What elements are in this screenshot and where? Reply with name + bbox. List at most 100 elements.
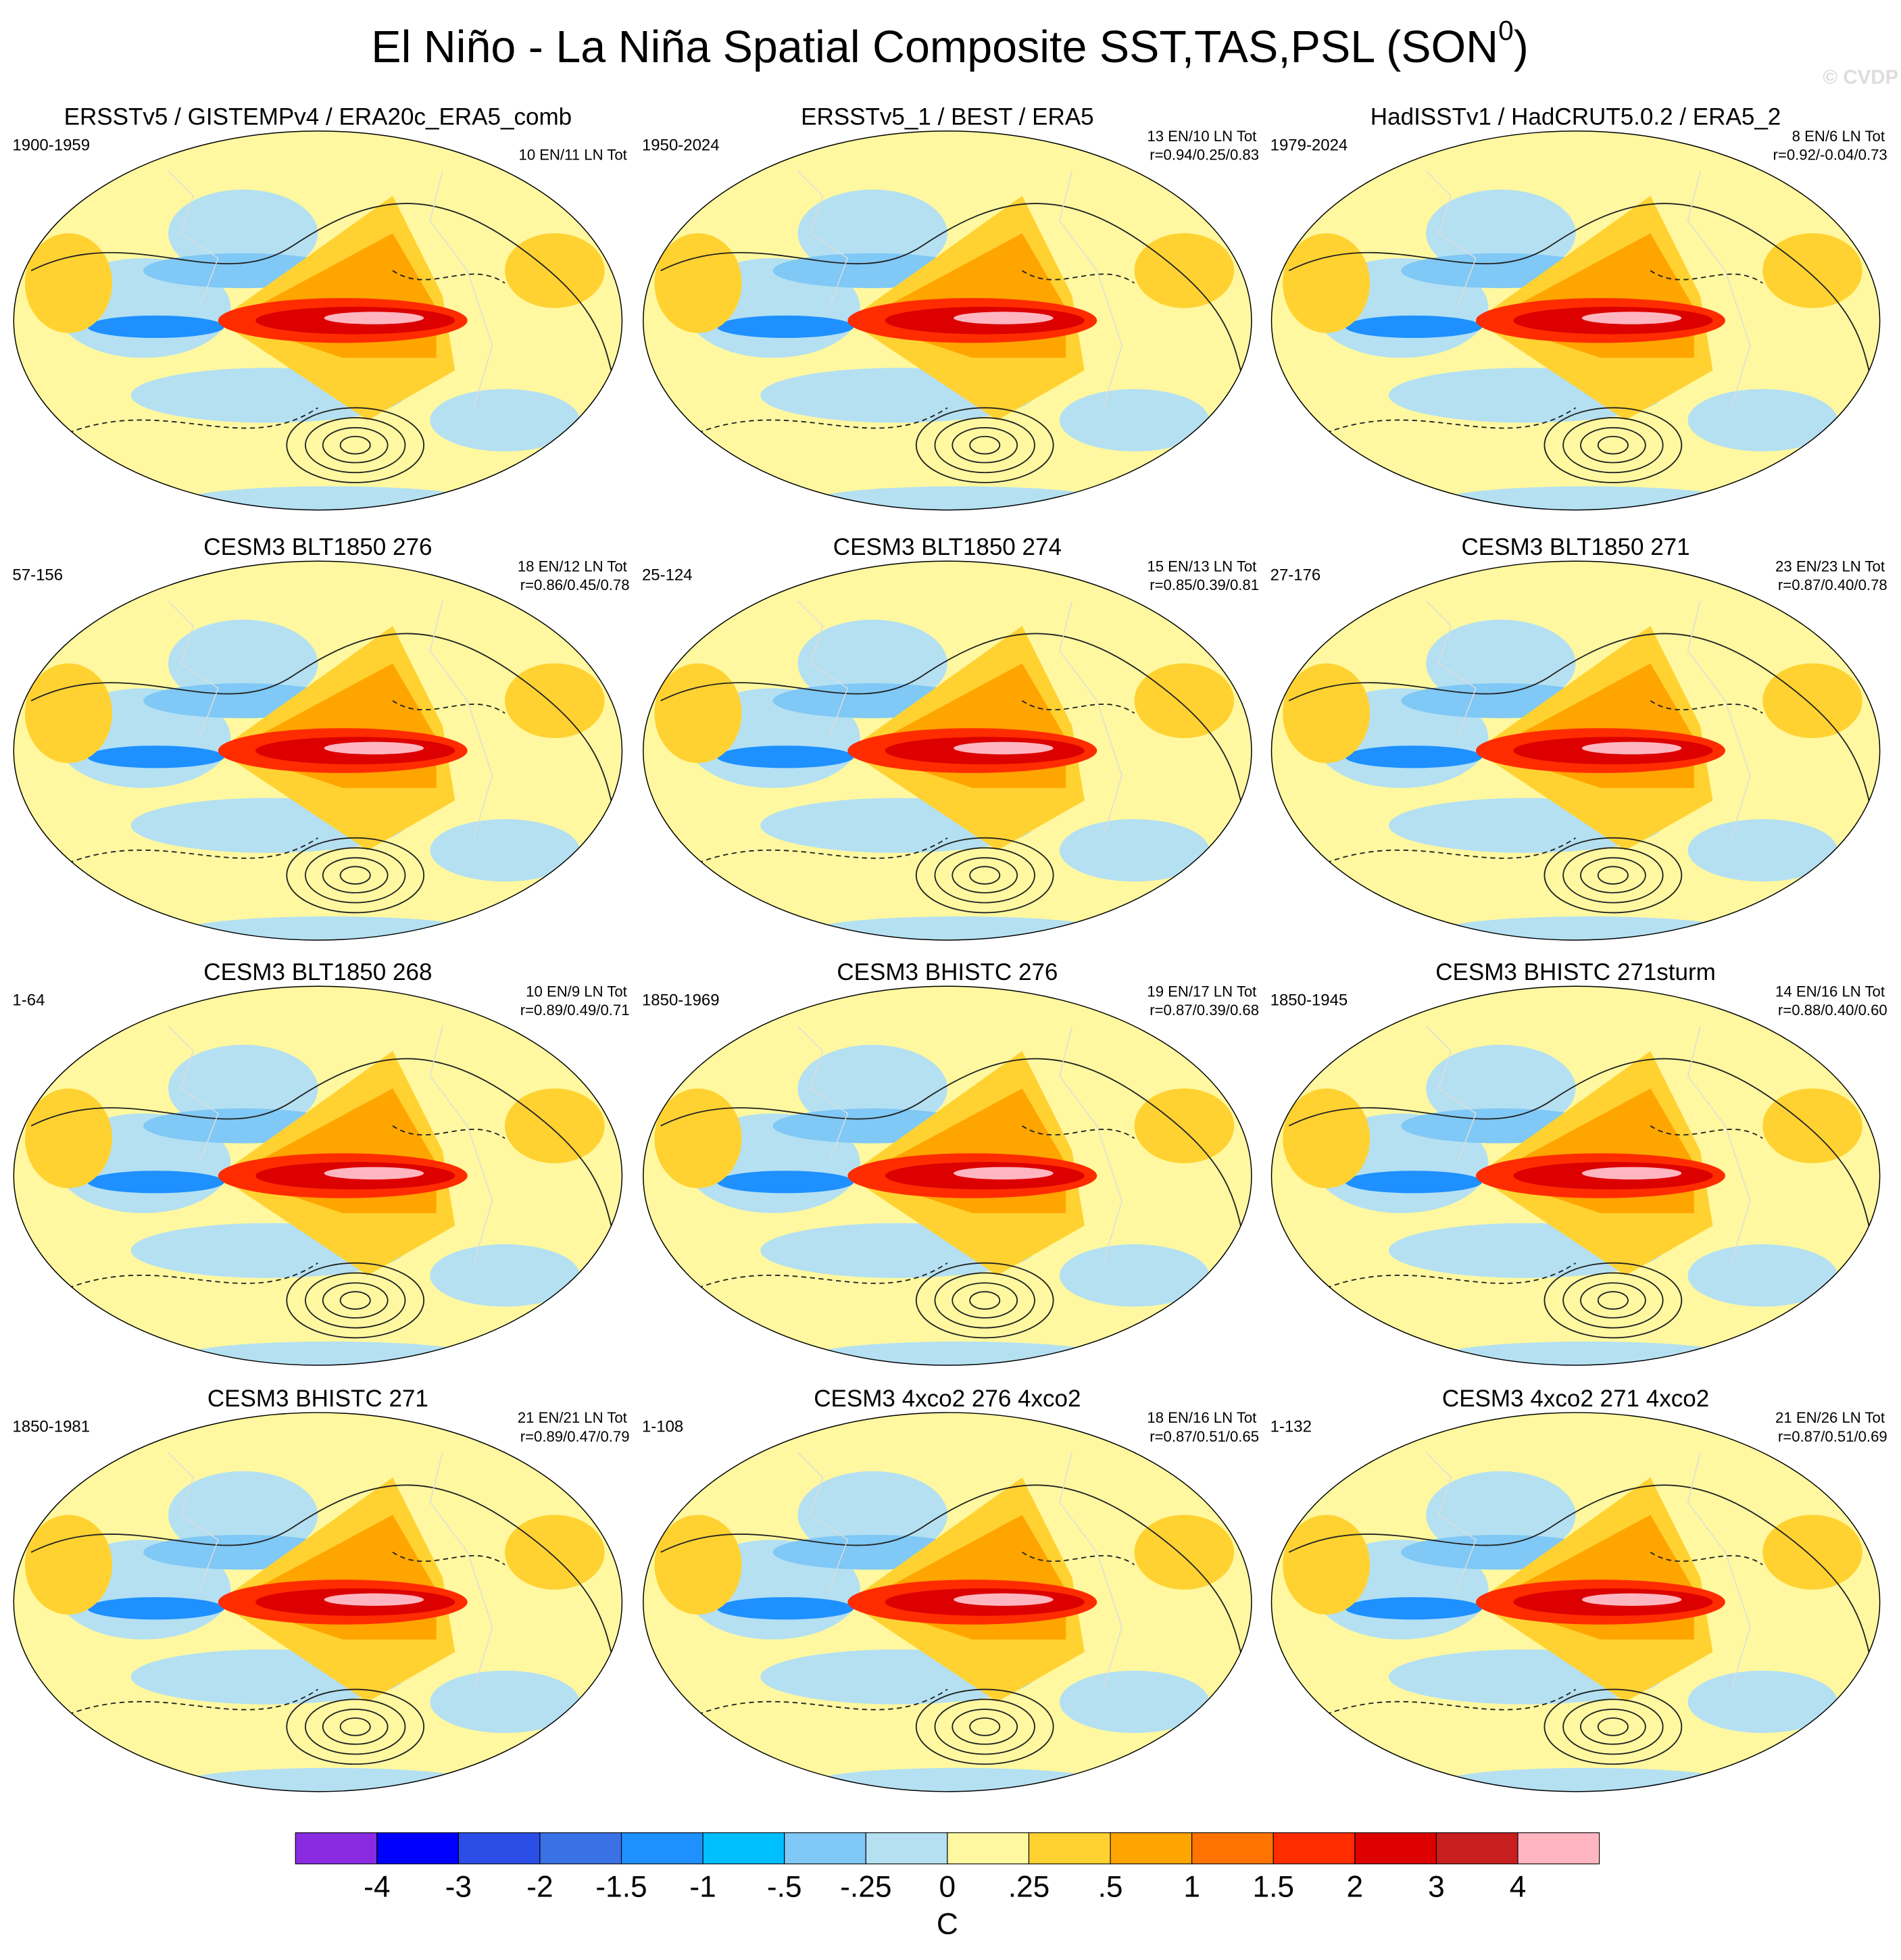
period: 1-108 (642, 1418, 683, 1436)
correlation: r=0.87/0.51/0.65 (1150, 1428, 1259, 1445)
colorbar-label: .5 (1098, 1870, 1123, 1903)
panel: CESM3 BLT1850 274 25-124 15 EN/13 LN Tot r=… (636, 534, 1259, 950)
counts: 18 EN/12 LN Tot (518, 558, 627, 574)
correlation: r=0.85/0.39/0.81 (1150, 577, 1259, 593)
counts: 19 EN/17 LN Tot (1147, 983, 1256, 1000)
counts: 10 EN/11 LN Tot (519, 147, 627, 164)
counts: 10 EN/9 LN Tot (526, 983, 627, 1000)
counts: 15 EN/13 LN Tot (1147, 558, 1256, 574)
colorbar-label: 3 (1428, 1870, 1445, 1903)
panel-title: CESM3 BLT1850 271 (1461, 534, 1689, 560)
colorbar: -4 -3 -2 -1.5 -1 -.5 -.25 0 .25 .5 1 1.5 2 3 4 C (295, 1832, 1600, 1941)
colorbar-box (1517, 1832, 1600, 1865)
panel-title: HadISSTv1 / HadCRUT5.0.2 / ERA5_2 (1371, 104, 1781, 130)
counts: 21 EN/26 LN Tot (1775, 1409, 1885, 1426)
panel: CESM3 4xco2 276 4xco2 1-108 18 EN/16 LN To… (636, 1386, 1259, 1802)
period: 1979-2024 (1270, 136, 1348, 154)
colorbar-box (1435, 1832, 1519, 1865)
period: 1-64 (12, 991, 45, 1010)
map (6, 1402, 629, 1801)
correlation: r=0.94/0.25/0.83 (1150, 147, 1259, 164)
period: 1950-2024 (642, 136, 720, 154)
correlation: r=0.87/0.40/0.78 (1778, 577, 1887, 593)
correlation: r=0.92/-0.04/0.73 (1773, 147, 1887, 164)
period: 27-176 (1270, 566, 1321, 585)
colorbar-box (702, 1832, 785, 1865)
panel-title: CESM3 BHISTC 276 (837, 959, 1058, 985)
colorbar-box (1191, 1832, 1274, 1865)
title-superscript: 0 (1498, 15, 1514, 46)
map (636, 551, 1259, 950)
colorbar-label: -2 (526, 1870, 553, 1903)
colorbar-box (1354, 1832, 1437, 1865)
colorbar-box (1110, 1832, 1193, 1865)
colorbar-label: -1.5 (595, 1870, 647, 1903)
panel-title: CESM3 BHISTC 271sturm (1435, 959, 1716, 985)
period: 1900-1959 (12, 136, 90, 154)
panel: CESM3 BLT1850 268 1-64 10 EN/9 LN Tot r=0.8… (6, 959, 629, 1375)
colorbar-label: 4 (1510, 1870, 1527, 1903)
panel-title: ERSSTv5_1 / BEST / ERA5 (801, 104, 1094, 130)
counts: 13 EN/10 LN Tot (1147, 128, 1256, 145)
panel-title: CESM3 BLT1850 274 (833, 534, 1062, 560)
correlation: r=0.87/0.51/0.69 (1778, 1428, 1887, 1445)
colorbar-box (1028, 1832, 1111, 1865)
colorbar-label: 2 (1347, 1870, 1364, 1903)
title-text: El Niño - La Niña Spatial Composite SST,… (371, 22, 1498, 72)
counts: 23 EN/23 LN Tot (1775, 558, 1885, 574)
map (636, 976, 1259, 1375)
colorbar-unit: C (937, 1908, 958, 1941)
map (6, 121, 629, 520)
panel: CESM3 BHISTC 276 1850-1969 19 EN/17 LN Tot… (636, 959, 1259, 1375)
period: 25-124 (642, 566, 693, 585)
period: 1850-1945 (1270, 991, 1348, 1010)
colorbar-box (784, 1832, 866, 1865)
correlation: r=0.88/0.40/0.60 (1778, 1002, 1887, 1019)
figure-title: El Niño - La Niña Spatial Composite SST,… (371, 15, 1528, 72)
colorbar-box (376, 1832, 459, 1865)
panel: CESM3 BLT1850 271 27-176 23 EN/23 LN Tot r=… (1264, 534, 1887, 950)
map (1264, 976, 1887, 1375)
panel-title: ERSSTv5 / GISTEMPv4 / ERA20c_ERA5_comb (64, 104, 572, 130)
map (1264, 1402, 1887, 1801)
colorbar-box (458, 1832, 541, 1865)
colorbar-box (295, 1832, 378, 1865)
period: 1850-1981 (12, 1418, 90, 1436)
panel-title: CESM3 4xco2 271 4xco2 (1442, 1386, 1709, 1412)
panel: CESM3 4xco2 271 4xco2 1-132 21 EN/26 LN To… (1264, 1386, 1887, 1802)
panel: ERSSTv5 / GISTEMPv4 / ERA20c_ERA5_comb 19… (6, 104, 629, 520)
watermark: © CVDP (1823, 66, 1898, 89)
panel: ERSSTv5_1 / BEST / ERA5 1950-2024 13 EN/10… (636, 104, 1259, 520)
period: 57-156 (12, 566, 63, 585)
map (636, 1402, 1259, 1801)
colorbar-label: -3 (445, 1870, 472, 1903)
period: 1850-1969 (642, 991, 720, 1010)
colorbar-label: -1 (689, 1870, 716, 1903)
colorbar-box (947, 1832, 1030, 1865)
colorbar-label: -.25 (840, 1870, 891, 1903)
counts: 8 EN/6 LN Tot (1792, 128, 1885, 145)
colorbar-box (539, 1832, 622, 1865)
period: 1-132 (1270, 1418, 1312, 1436)
title-end: ) (1514, 22, 1529, 72)
map (6, 551, 629, 950)
map (1264, 551, 1887, 950)
map (636, 121, 1259, 520)
colorbar-label: 0 (939, 1870, 956, 1903)
panel-title: CESM3 BHISTC 271 (207, 1386, 428, 1412)
counts: 21 EN/21 LN Tot (518, 1409, 627, 1426)
panel-title: CESM3 BLT1850 276 (203, 534, 432, 560)
correlation: r=0.89/0.47/0.79 (520, 1428, 630, 1445)
counts: 14 EN/16 LN Tot (1775, 983, 1885, 1000)
correlation: r=0.86/0.45/0.78 (520, 577, 630, 593)
colorbar-box (865, 1832, 948, 1865)
map (6, 976, 629, 1375)
panel-title: CESM3 4xco2 276 4xco2 (814, 1386, 1081, 1412)
panel: HadISSTv1 / HadCRUT5.0.2 / ERA5_2 1979-20… (1264, 104, 1887, 520)
colorbar-box (1273, 1832, 1356, 1865)
map (1264, 121, 1887, 520)
correlation: r=0.89/0.49/0.71 (520, 1002, 630, 1019)
counts: 18 EN/16 LN Tot (1147, 1409, 1256, 1426)
